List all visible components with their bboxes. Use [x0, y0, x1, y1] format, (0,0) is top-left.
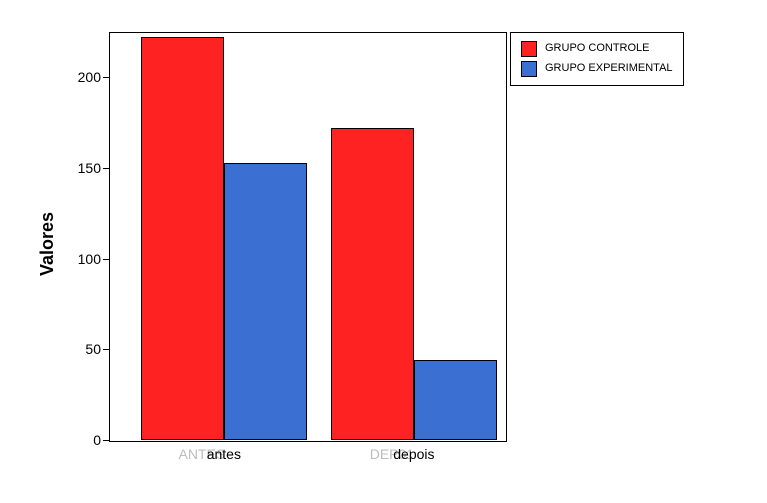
y-tick-label: 0: [61, 432, 101, 448]
legend-label: GRUPO CONTROLE: [545, 42, 650, 55]
legend-swatch: [521, 41, 537, 57]
y-tick-label: 150: [61, 160, 101, 176]
y-tick-mark: [103, 349, 109, 350]
y-tick-label: 100: [61, 251, 101, 267]
bar: [141, 37, 224, 440]
y-tick-mark: [103, 168, 109, 169]
x-tick-label: depois: [374, 446, 454, 462]
chart-stage: Valores GRUPO CONTROLE GRUPO EXPERIMENTAL…: [0, 0, 767, 503]
legend-label: GRUPO EXPERIMENTAL: [545, 62, 673, 75]
bar: [331, 128, 414, 440]
legend-item: GRUPO CONTROLE: [521, 41, 673, 57]
legend-item: GRUPO EXPERIMENTAL: [521, 61, 673, 77]
y-tick-mark: [103, 259, 109, 260]
y-tick-label: 50: [61, 341, 101, 357]
y-tick-label: 200: [61, 69, 101, 85]
x-tick-label: antes: [184, 446, 264, 462]
legend: GRUPO CONTROLE GRUPO EXPERIMENTAL: [510, 32, 684, 86]
y-tick-mark: [103, 77, 109, 78]
y-tick-mark: [103, 440, 109, 441]
y-axis-label: Valores: [37, 212, 58, 276]
legend-swatch: [521, 61, 537, 77]
bar: [224, 163, 307, 440]
bar: [414, 360, 497, 440]
